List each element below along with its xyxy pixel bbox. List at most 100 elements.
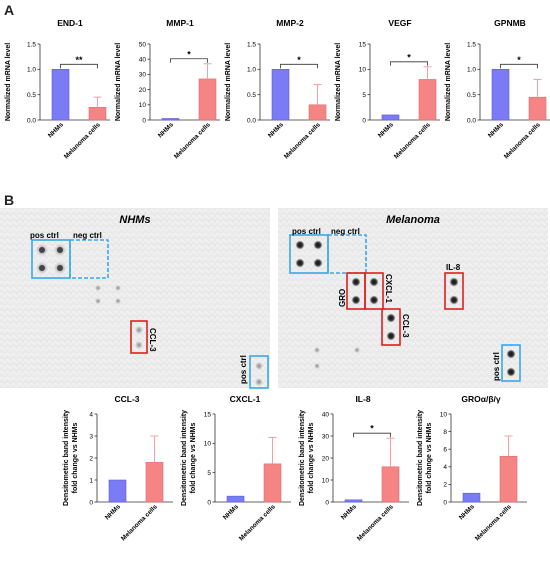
significance-marker: * — [517, 55, 521, 65]
significance-marker: * — [370, 424, 374, 434]
category-label: Melanoma cells — [63, 121, 102, 160]
y-tick-label: 8 — [443, 429, 447, 436]
chart-title: CCL-3 — [114, 394, 139, 404]
category-label: NHMs — [47, 121, 65, 139]
melanoma-pos-ctrl-2-box — [501, 344, 521, 382]
panel-b-label: B — [4, 192, 15, 208]
nhm-neg-ctrl-label: neg ctrl — [73, 231, 102, 240]
chart-title: MMP-1 — [166, 18, 194, 28]
nhm-neg-ctrl-box — [69, 239, 109, 279]
bar-nhms — [462, 492, 481, 503]
chart-title: GPNMB — [494, 18, 526, 28]
y-axis-label-line: Densitometric band intensity — [417, 410, 424, 506]
y-axis-label: Normalized mRNA level — [335, 43, 342, 121]
y-axis-label-line: fold change vs NHMs — [308, 423, 315, 494]
y-tick-label: 1.0 — [27, 67, 36, 74]
melanoma-gro-label: GRO — [338, 289, 347, 307]
category-label: NHMs — [222, 503, 240, 521]
significance-marker: * — [297, 55, 301, 65]
y-axis-label: Densitometric band intensity fold change … — [417, 410, 433, 506]
nhm-ccl3-box — [130, 320, 148, 354]
category-label: NHMs — [267, 121, 285, 139]
melanoma-ccl3-spots — [386, 313, 396, 341]
y-tick-label: 2 — [89, 455, 93, 462]
bar-nhms — [381, 114, 400, 121]
melanoma-ccl3-box — [381, 308, 401, 346]
significance-bracket — [60, 63, 98, 69]
bar-melanoma — [499, 455, 518, 503]
chart-title: GROα/β/γ — [461, 394, 500, 404]
y-tick-label: 4 — [89, 411, 93, 418]
melanoma-il8-label: IL-8 — [446, 263, 461, 272]
y-tick-label: 0 — [443, 499, 447, 506]
melanoma-il8-spots — [449, 277, 459, 305]
y-tick-label: 30 — [139, 72, 147, 79]
significance-bracket — [280, 63, 318, 69]
chart-title: MMP-2 — [276, 18, 304, 28]
y-tick-label: 1 — [89, 477, 93, 484]
nhm-pos-ctrl-2-label: pos ctrl — [239, 355, 248, 384]
melanoma-pos-ctrl-2-spots — [506, 349, 516, 377]
category-label: NHMs — [487, 121, 505, 139]
y-tick-label: 1.5 — [467, 41, 476, 48]
category-label: Melanoma cells — [474, 503, 513, 542]
category-label: NHMs — [377, 121, 395, 139]
nhm-pos-ctrl-2-box — [249, 355, 269, 389]
category-label: Melanoma cells — [283, 121, 322, 160]
y-tick-label: 0.0 — [467, 117, 476, 124]
chart-gpnmb: GPNMB Normalized mRNA level 0.0 0.5 1.0 1.5 NH… — [445, 18, 550, 160]
chart-title: CXCL-1 — [230, 394, 261, 404]
chart-vegf: VEGF Normalized mRNA level 0 5 10 15 NHMsMelan… — [335, 18, 440, 160]
bar-nhms — [271, 69, 290, 121]
melanoma-pos-ctrl-2-label: pos ctrl — [492, 352, 501, 381]
melanoma-pos-ctrl-spots — [295, 240, 323, 268]
y-tick-label: 10 — [322, 477, 330, 484]
melanoma-blot-title: Melanoma — [386, 214, 440, 226]
category-label: NHMs — [157, 121, 175, 139]
panel-a-label: A — [4, 2, 15, 18]
y-tick-label: 5 — [362, 92, 366, 99]
significance-marker: * — [187, 49, 191, 59]
y-axis-label-line: Densitometric band intensity — [299, 410, 306, 506]
y-axis-label: Densitometric band intensity fold change … — [63, 410, 79, 506]
category-label: Melanoma cells — [393, 121, 432, 160]
y-tick-label: 40 — [322, 411, 330, 418]
category-label: Melanoma cells — [120, 503, 159, 542]
chart-title: VEGF — [388, 18, 411, 28]
significance-marker: * — [407, 52, 411, 62]
category-label: NHMs — [340, 503, 358, 521]
nhm-blot-title: NHMs — [119, 214, 150, 226]
chart-il8: IL-8 Densitometric band intensity fold cha… — [299, 394, 409, 542]
y-tick-label: 10 — [359, 67, 367, 74]
y-tick-label: 10 — [139, 102, 147, 109]
protein-array-blots: NHMs pos ctrl neg ctrl CCL-3 p — [0, 208, 548, 389]
y-tick-label: 40 — [139, 57, 147, 64]
y-tick-label: 1.5 — [27, 41, 36, 48]
category-label: NHMs — [458, 503, 476, 521]
y-tick-label: 0 — [207, 499, 211, 506]
y-tick-label: 0 — [325, 499, 329, 506]
y-tick-label: 0.5 — [247, 92, 256, 99]
y-tick-label: 1.0 — [467, 67, 476, 74]
melanoma-cxcl1-box — [364, 272, 384, 310]
melanoma-neg-ctrl-label: neg ctrl — [331, 227, 360, 236]
y-axis-label: Densitometric band intensity fold change … — [299, 410, 315, 506]
bar-melanoma — [145, 462, 164, 503]
y-axis-label: Normalized mRNA level — [225, 43, 232, 121]
nhm-membrane — [0, 208, 270, 388]
y-tick-label: 0 — [89, 499, 93, 506]
y-tick-label: 3 — [89, 433, 93, 440]
melanoma-cxcl1-label: CXCL-1 — [384, 274, 393, 303]
chart-gro: GROα/β/γ Densitometric band intensity fold… — [417, 394, 527, 542]
y-tick-label: 1.5 — [247, 41, 256, 48]
y-axis-label-line: fold change vs NHMs — [72, 423, 79, 494]
bar-melanoma — [198, 78, 217, 121]
bar-melanoma — [418, 79, 437, 121]
category-label: Melanoma cells — [173, 121, 212, 160]
bar-nhms — [344, 499, 363, 503]
bar-melanoma — [263, 463, 282, 503]
y-tick-label: 0 — [362, 117, 366, 124]
melanoma-cxcl1-spots — [369, 277, 379, 305]
y-axis-label-line: Densitometric band intensity — [63, 410, 70, 506]
y-tick-label: 0.0 — [247, 117, 256, 124]
